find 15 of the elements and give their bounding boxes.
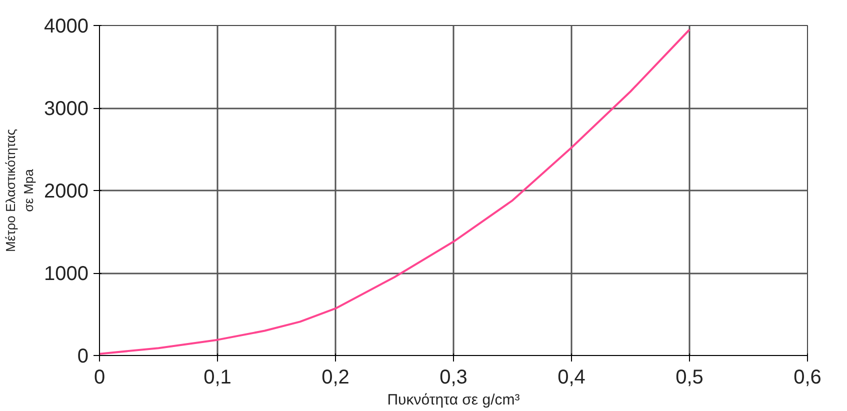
y-tick-label: 1000 <box>44 263 89 285</box>
y-tick-label: 3000 <box>44 98 89 120</box>
x-tick-label: 0,6 <box>794 366 822 388</box>
x-tick-label: 0,2 <box>322 366 350 388</box>
y-axis-title: Μέτρο Ελαστικότητας σε Mpa <box>3 128 36 252</box>
x-tick-label: 0 <box>94 366 106 388</box>
x-tick-label: 0,4 <box>558 366 586 388</box>
x-tick-label: 0,3 <box>440 366 468 388</box>
y-tick-label: 2000 <box>44 180 89 202</box>
x-axis-title: Πυκνότητα σε g/cm³ <box>387 392 520 408</box>
x-tick-label: 0,1 <box>204 366 232 388</box>
line-series <box>100 28 690 355</box>
y-tick-label: 4000 <box>44 16 89 38</box>
x-tick-label: 0,5 <box>676 366 704 388</box>
y-tick-label: 0 <box>77 346 88 368</box>
